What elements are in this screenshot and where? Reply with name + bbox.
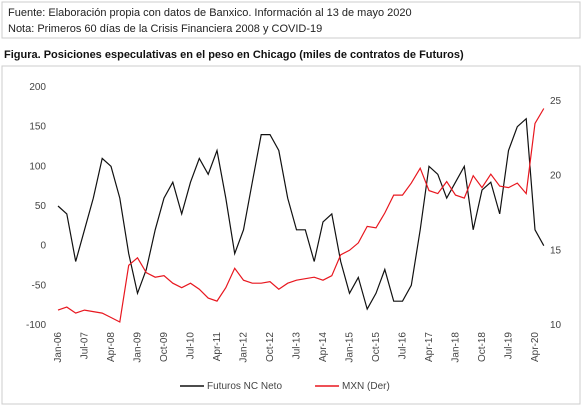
x-tick-label: Apr-11 <box>212 332 223 362</box>
y-tick-label: 150 <box>29 122 46 133</box>
y-tick-label: -100 <box>26 320 46 331</box>
y-tick-label: 50 <box>35 201 47 212</box>
y2-tick-label: 10 <box>550 320 562 331</box>
y-tick-label: 200 <box>29 82 46 93</box>
x-tick-label: Jul-13 <box>292 332 303 360</box>
x-tick-label: Jul-19 <box>504 332 515 360</box>
x-tick-label: Jul-07 <box>80 332 91 360</box>
legend-label: Futuros NC Neto <box>207 381 282 392</box>
y2-tick-label: 15 <box>550 245 562 256</box>
x-tick-label: Oct-09 <box>159 332 170 362</box>
chart-title: Figura. Posiciones especulativas en el p… <box>4 49 464 61</box>
source: Fuente: Elaboración propia con datos de … <box>8 7 412 19</box>
x-tick-label: Apr-14 <box>318 332 329 362</box>
chart-box <box>1 65 581 405</box>
x-tick-label: Apr-08 <box>106 332 117 362</box>
x-tick-label: Jan-12 <box>239 332 250 363</box>
series-line <box>57 117 545 311</box>
x-tick-label: Apr-17 <box>424 332 435 362</box>
header-box <box>1 1 581 39</box>
y-tick-label: 0 <box>40 241 46 252</box>
x-tick-label: Apr-20 <box>530 332 541 362</box>
x-tick-label: Jul-10 <box>186 332 197 360</box>
x-tick-label: Jul-16 <box>398 332 409 360</box>
x-tick-label: Jan-09 <box>133 332 144 363</box>
legend-label: MXN (Der) <box>342 381 390 392</box>
y-tick-label: -50 <box>32 280 47 291</box>
series-line <box>57 108 545 323</box>
x-tick-label: Jan-06 <box>53 332 64 363</box>
y-tick-label: 100 <box>29 161 46 172</box>
y2-tick-label: 25 <box>550 96 562 107</box>
x-tick-label: Oct-18 <box>477 332 488 362</box>
x-tick-label: Jan-18 <box>451 332 462 363</box>
x-tick-label: Oct-12 <box>265 332 276 362</box>
y2-tick-label: 20 <box>550 171 562 182</box>
x-tick-label: Oct-15 <box>371 332 382 362</box>
x-tick-label: Jan-15 <box>345 332 356 363</box>
note: Nota: Primeros 60 días de la Crisis Fina… <box>8 23 322 35</box>
